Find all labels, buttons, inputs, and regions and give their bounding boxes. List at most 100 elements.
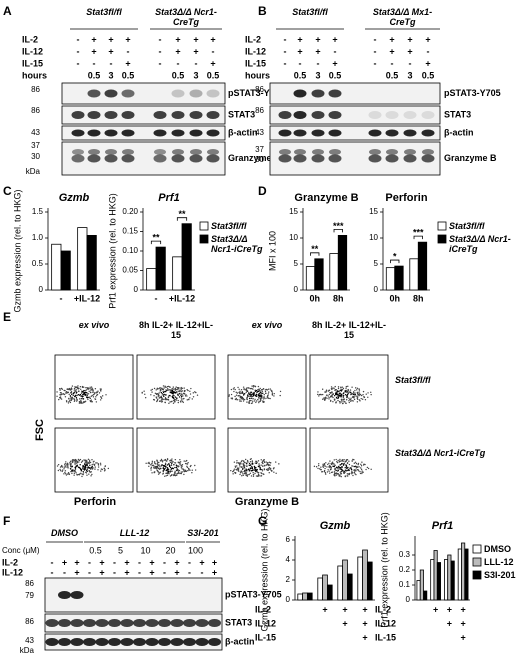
flow-x-label: Granzyme B bbox=[235, 496, 299, 508]
flow-dot bbox=[84, 463, 86, 465]
flow-dot bbox=[69, 396, 72, 398]
flow-dot bbox=[172, 396, 175, 399]
flow-dot bbox=[174, 470, 176, 472]
flow-dot bbox=[63, 466, 66, 468]
flow-dot bbox=[90, 467, 92, 469]
flow-dot bbox=[164, 462, 167, 464]
flow-dot bbox=[178, 396, 181, 398]
flow-dot bbox=[175, 399, 178, 401]
blot-header: Stat3Δ/Δ Ncr1-CreTg bbox=[155, 7, 217, 27]
flow-dot bbox=[174, 466, 176, 469]
flow-dot bbox=[346, 395, 348, 398]
flow-dot bbox=[171, 396, 173, 398]
flow-dot bbox=[265, 461, 267, 463]
band bbox=[120, 619, 134, 627]
flow-dot bbox=[89, 464, 91, 466]
flow-dot bbox=[181, 464, 183, 467]
flow-dot bbox=[251, 402, 254, 404]
flow-dot bbox=[180, 472, 182, 475]
flow-dot bbox=[73, 472, 76, 475]
panel-letter: G bbox=[258, 514, 267, 528]
flow-dot bbox=[178, 462, 180, 464]
flow-dot bbox=[248, 401, 250, 403]
band bbox=[133, 619, 146, 627]
flow-dot bbox=[94, 466, 96, 468]
significance-bracket bbox=[390, 259, 400, 264]
band bbox=[328, 129, 342, 137]
flow-dot bbox=[61, 388, 64, 390]
flow-dot bbox=[335, 472, 338, 474]
flow-dot bbox=[151, 462, 153, 464]
flow-dot bbox=[72, 459, 75, 461]
flow-dot bbox=[80, 395, 82, 397]
flow-dot bbox=[74, 468, 77, 470]
band-label: β-actin bbox=[228, 127, 258, 137]
flow-dot bbox=[342, 464, 345, 466]
flow-dot bbox=[246, 390, 249, 392]
sign: + bbox=[212, 557, 217, 567]
flow-dot bbox=[261, 392, 263, 395]
flow-dot bbox=[160, 465, 163, 467]
flow-dot bbox=[337, 473, 340, 475]
flow-dot bbox=[67, 467, 69, 469]
flow-dot bbox=[89, 461, 92, 464]
band-label: pSTAT3-Y705 bbox=[444, 88, 501, 98]
flow-dot bbox=[96, 462, 98, 464]
flow-dot bbox=[257, 473, 260, 476]
band bbox=[171, 129, 185, 137]
flow-dot bbox=[95, 401, 98, 403]
flow-dot bbox=[338, 475, 341, 477]
band bbox=[153, 111, 167, 119]
band bbox=[121, 154, 135, 163]
flow-dot bbox=[171, 462, 173, 465]
flow-dot bbox=[240, 470, 242, 472]
flow-dot bbox=[346, 396, 348, 399]
flow-dot bbox=[244, 469, 246, 472]
sign: - bbox=[374, 58, 377, 68]
sign: + bbox=[175, 34, 180, 44]
flow-dot bbox=[97, 463, 100, 465]
band bbox=[195, 638, 209, 646]
flow-dot bbox=[162, 472, 165, 475]
bar bbox=[305, 266, 316, 291]
flow-dot bbox=[180, 394, 182, 396]
flow-dot bbox=[181, 400, 184, 403]
flow-dot bbox=[338, 390, 340, 392]
mw-marker: 30 bbox=[255, 155, 264, 164]
flow-dot bbox=[82, 466, 84, 468]
flow-dot bbox=[327, 390, 330, 392]
flow-dot bbox=[189, 390, 191, 392]
flow-dot bbox=[246, 401, 248, 403]
sign: + bbox=[332, 58, 337, 68]
band bbox=[153, 154, 167, 163]
flow-dot bbox=[347, 385, 349, 388]
y-tick-label: 15 bbox=[369, 207, 378, 216]
mw-marker: kDa bbox=[20, 646, 35, 655]
sign: + bbox=[210, 58, 215, 68]
flow-dot bbox=[70, 462, 72, 465]
blot-strip bbox=[61, 105, 226, 125]
flow-dot bbox=[345, 464, 347, 466]
flow-dot bbox=[172, 467, 174, 469]
flow-dot bbox=[327, 469, 329, 471]
flow-dot bbox=[358, 388, 360, 390]
flow-dot bbox=[255, 395, 258, 398]
row-label: IL-15 bbox=[245, 58, 266, 68]
sign: - bbox=[88, 567, 91, 577]
flow-dot bbox=[85, 462, 88, 464]
flow-dot bbox=[171, 389, 174, 392]
flow-dot bbox=[332, 463, 335, 465]
flow-dot bbox=[89, 397, 92, 399]
flow-dot bbox=[230, 469, 232, 472]
legend-label: Stat3Δ/Δ Ncr1-iCreTg bbox=[449, 234, 511, 254]
flow-dot bbox=[246, 474, 248, 477]
flow-dot bbox=[166, 389, 169, 391]
flow-dot bbox=[347, 469, 349, 472]
flow-dot bbox=[194, 469, 197, 471]
flow-dot bbox=[250, 475, 253, 477]
flow-dot bbox=[365, 393, 367, 395]
sign: - bbox=[77, 34, 80, 44]
flow-dot bbox=[235, 391, 237, 394]
flow-dot bbox=[195, 391, 197, 394]
flow-dot bbox=[158, 468, 161, 470]
